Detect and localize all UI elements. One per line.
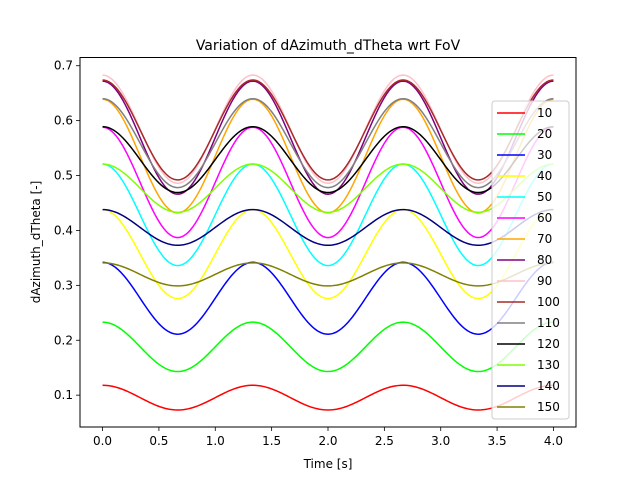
legend-box <box>491 100 570 420</box>
series-line-150 <box>102 262 554 287</box>
legend-label-60: 60 <box>537 211 552 225</box>
y-tick-label: 0.6 <box>54 114 73 128</box>
y-axis-ticks: 0.1 0.2 0.3 0.4 0.5 0.6 0.7 <box>54 59 80 402</box>
series-line-20 <box>102 321 554 373</box>
legend-label-30: 30 <box>537 148 552 162</box>
legend-label-50: 50 <box>537 190 552 204</box>
series-line-100 <box>102 79 554 181</box>
legend-label-10: 10 <box>537 106 552 120</box>
x-tick-label: 1.0 <box>206 434 225 448</box>
legend-label-150: 150 <box>537 400 560 414</box>
legend-label-110: 110 <box>537 316 560 330</box>
y-tick-label: 0.4 <box>54 223 73 237</box>
y-tick-label: 0.1 <box>54 388 73 402</box>
plot-lines <box>102 74 554 411</box>
legend-label-40: 40 <box>537 169 552 183</box>
x-tick-label: 2.0 <box>318 434 337 448</box>
series-line-120 <box>102 125 554 194</box>
legend-label-90: 90 <box>537 274 552 288</box>
series-line-60 <box>102 126 554 239</box>
y-axis-label: dAzimuth_dTheta [-] <box>29 181 43 304</box>
legend-label-70: 70 <box>537 232 552 246</box>
legend-label-120: 120 <box>537 337 560 351</box>
legend-label-80: 80 <box>537 253 552 267</box>
x-tick-label: 2.5 <box>375 434 394 448</box>
series-line-40 <box>102 208 554 300</box>
legend-entries: 10 20 30 40 50 60 70 80 90 100 110 120 130 140 150 <box>497 106 560 414</box>
legend-label-140: 140 <box>537 379 560 393</box>
x-tick-label: 3.5 <box>488 434 507 448</box>
series-line-90 <box>102 74 554 184</box>
x-tick-label: 0.5 <box>149 434 168 448</box>
x-tick-label: 4.0 <box>544 434 563 448</box>
series-line-130 <box>102 163 554 214</box>
series-line-140 <box>102 208 554 247</box>
series-line-50 <box>102 163 554 267</box>
series-line-110 <box>102 97 554 189</box>
legend-label-130: 130 <box>537 358 560 372</box>
x-tick-label: 3.0 <box>431 434 450 448</box>
series-line-10 <box>102 384 554 411</box>
x-tick-label: 0.0 <box>93 434 112 448</box>
series-line-80 <box>102 80 554 195</box>
y-tick-label: 0.7 <box>54 59 73 73</box>
series-line-30 <box>102 261 554 335</box>
x-axis-ticks: 0.0 0.5 1.0 1.5 2.0 2.5 3.0 3.5 4.0 <box>93 427 563 448</box>
y-tick-label: 0.2 <box>54 333 73 347</box>
y-tick-label: 0.3 <box>54 278 73 292</box>
x-tick-label: 1.5 <box>262 434 281 448</box>
legend-label-20: 20 <box>537 127 552 141</box>
legend: 10 20 30 40 50 60 70 80 90 100 110 120 130 140 150 <box>491 100 570 420</box>
chart-title: Variation of dAzimuth_dTheta wrt FoV <box>196 38 461 54</box>
y-tick-label: 0.5 <box>54 169 73 183</box>
legend-label-100: 100 <box>537 295 560 309</box>
x-axis-label: Time [s] <box>303 457 353 471</box>
